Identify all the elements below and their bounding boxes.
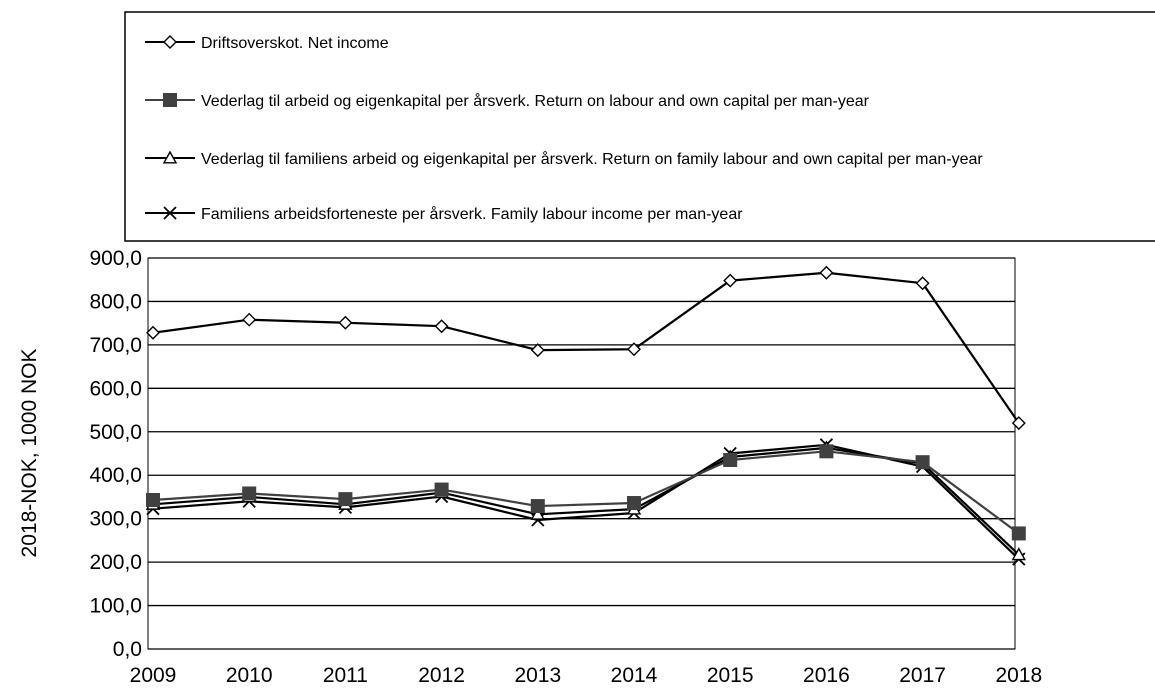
data-point <box>530 499 545 514</box>
legend-item: Vederlag til familiens arbeid og eigenka… <box>145 150 983 168</box>
y-tick-label: 500,0 <box>89 421 142 444</box>
data-point <box>338 492 353 507</box>
data-point <box>146 325 160 340</box>
legend-label: Driftsoverskot. Net income <box>201 35 389 52</box>
data-point <box>146 492 160 507</box>
legend-item: Driftsoverskot. Net income <box>145 35 389 52</box>
y-axis-title: 2018-NOK, 1000 NOK <box>18 349 41 558</box>
x-tick-label: 2016 <box>803 664 850 687</box>
data-point <box>434 319 449 334</box>
data-point <box>434 482 449 497</box>
data-point <box>915 276 930 291</box>
y-tick-label: 0,0 <box>113 638 142 661</box>
data-point <box>530 343 545 358</box>
data-point <box>819 265 834 280</box>
legend-marker <box>163 206 177 220</box>
y-tick-label: 700,0 <box>89 334 142 357</box>
data-point <box>242 312 257 327</box>
x-axis-tick-labels: 2009 2010 2011 2012 2013 2014 2015 2016 2017 2018 <box>130 664 1043 687</box>
x-tick-label: 2014 <box>611 664 658 687</box>
gridlines <box>148 257 1015 650</box>
legend-marker <box>163 93 177 107</box>
data-point <box>1011 547 1026 561</box>
legend-marker <box>162 150 178 164</box>
series-1 <box>146 265 1026 431</box>
legend-box <box>124 11 1155 242</box>
x-tick-label: 2013 <box>514 664 561 687</box>
data-point <box>338 315 353 330</box>
series-line <box>152 443 1020 560</box>
legend-label: Vederlag til arbeid og eigenkapital per … <box>201 92 870 110</box>
data-point <box>819 444 834 459</box>
x-tick-label: 2011 <box>323 664 368 687</box>
x-tick-label: 2017 <box>899 664 946 687</box>
x-tick-label: 2012 <box>418 664 465 687</box>
series-line <box>152 271 1020 424</box>
y-tick-label: 100,0 <box>89 595 142 618</box>
data-point <box>723 453 738 468</box>
y-tick-label: 400,0 <box>89 464 142 487</box>
data-point <box>1011 416 1026 431</box>
legend-marker <box>163 35 177 49</box>
data-point <box>627 496 641 511</box>
x-tick-label: 2010 <box>226 664 273 687</box>
data-point <box>242 486 257 501</box>
x-tick-label: 2015 <box>707 664 754 687</box>
data-point <box>723 273 738 288</box>
y-tick-label: 300,0 <box>89 508 142 531</box>
x-tick-label: 2018 <box>995 664 1042 687</box>
series-line <box>152 446 1020 556</box>
y-tick-label: 600,0 <box>89 377 142 400</box>
data-point <box>1011 526 1026 541</box>
y-axis-tick-labels: 0,0 100,0 200,0 300,0 400,0 500,0 600,0 700,0 80… <box>89 247 142 661</box>
plot-area-border <box>147 257 1016 650</box>
series-2 <box>146 444 1026 541</box>
legend-label: Familiens arbeidsforteneste per årsverk.… <box>201 205 743 223</box>
data-point <box>627 342 641 357</box>
legend-label: Vederlag til familiens arbeid og eigenka… <box>201 150 983 168</box>
x-tick-label: 2009 <box>130 664 177 687</box>
series-layer <box>145 265 1026 566</box>
data-point <box>530 506 545 520</box>
data-point <box>915 455 930 470</box>
y-tick-label: 800,0 <box>89 290 142 313</box>
legend-item: Familiens arbeidsforteneste per årsverk.… <box>145 205 743 223</box>
y-tick-label: 900,0 <box>89 247 142 270</box>
y-tick-label: 200,0 <box>89 551 142 574</box>
series-line <box>152 450 1020 535</box>
legend: Driftsoverskot. Net income Vederlag til a… <box>124 11 1155 242</box>
legend-item: Vederlag til arbeid og eigenkapital per … <box>145 92 870 110</box>
